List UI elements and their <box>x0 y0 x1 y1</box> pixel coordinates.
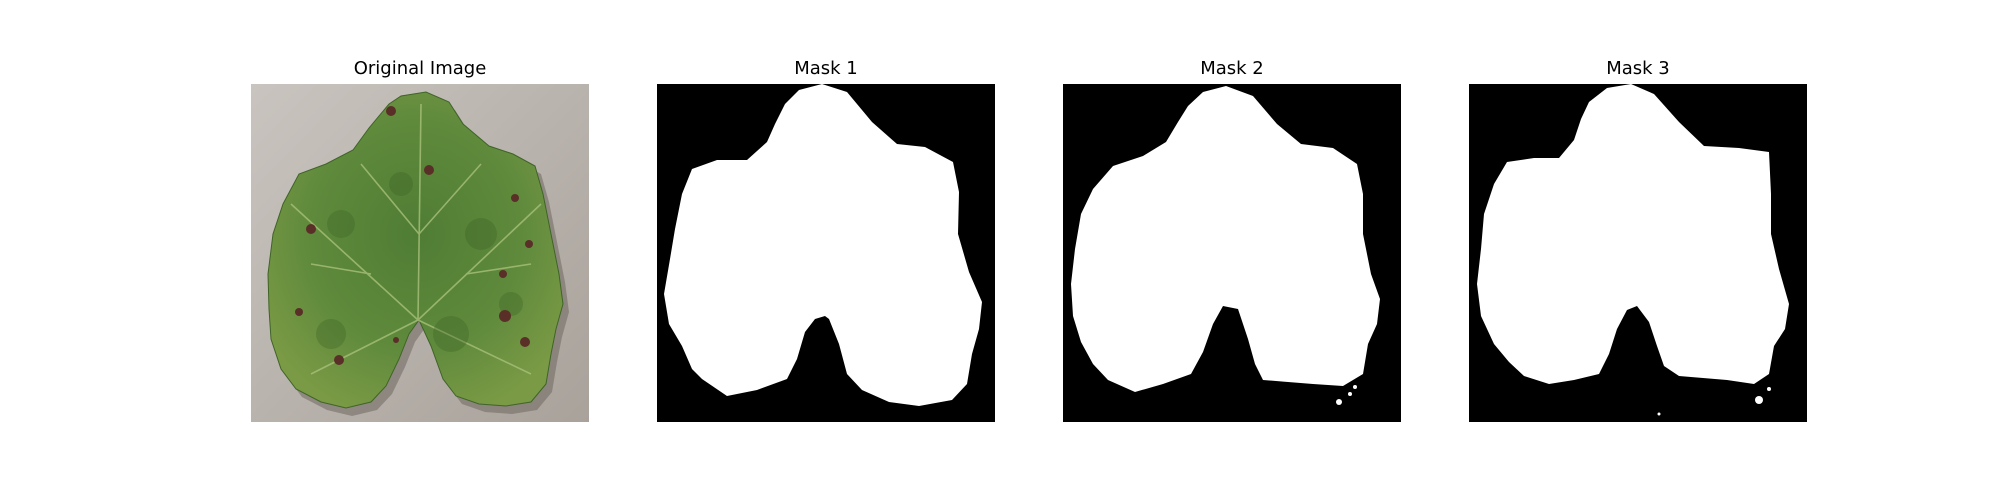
mask-2-image <box>1063 84 1401 422</box>
mask-foreground <box>1477 84 1789 384</box>
panel-title: Mask 2 <box>1200 58 1264 79</box>
leaf-shape <box>267 91 564 409</box>
panel-title: Original Image <box>353 58 487 79</box>
panel-mask-1: Mask 1 <box>657 0 995 500</box>
mask-3-image <box>1469 84 1807 422</box>
panel-title: Mask 3 <box>1606 58 1670 79</box>
panel-mask-3: Mask 3 <box>1469 0 1807 500</box>
mask-foreground <box>1071 86 1380 392</box>
panel-title: Mask 1 <box>794 58 858 79</box>
mask-1-image <box>657 84 995 422</box>
original-leaf-photo <box>251 84 589 422</box>
panel-original-image: Original Image <box>251 0 589 500</box>
mask-foreground <box>664 84 982 406</box>
panel-mask-2: Mask 2 <box>1063 0 1401 500</box>
